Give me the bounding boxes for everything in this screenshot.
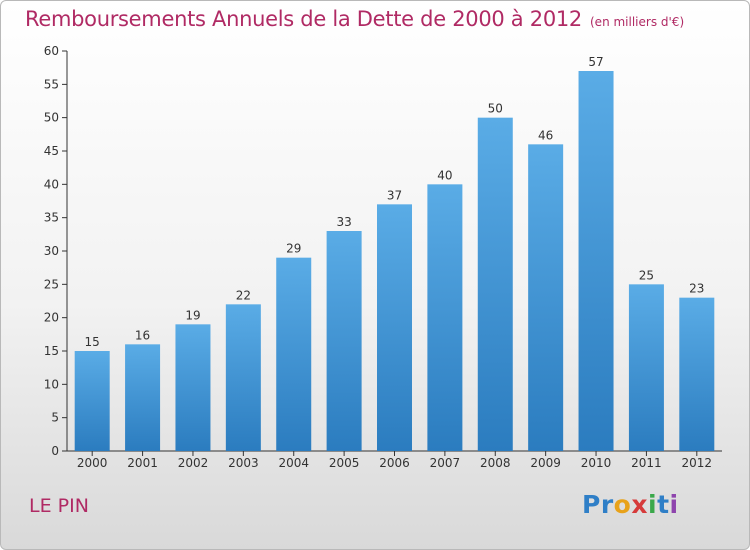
x-tick-label: 2000 (77, 456, 108, 470)
proxiti-logo: Proxiti (582, 490, 679, 519)
y-tick-label: 20 (44, 311, 59, 325)
x-tick-label: 2002 (178, 456, 209, 470)
bar (528, 144, 564, 452)
x-tick-label: 2006 (379, 456, 410, 470)
bar-value-label: 15 (85, 335, 100, 349)
logo-letter: i (648, 490, 658, 519)
logo-letter: t (657, 490, 670, 519)
bar-value-label: 23 (689, 282, 704, 296)
y-tick-label: 0 (51, 444, 59, 458)
bar (175, 324, 211, 451)
bar (377, 204, 412, 451)
chart-title: Remboursements Annuels de la Dette de 20… (25, 7, 684, 31)
y-tick-label: 25 (44, 277, 59, 291)
y-tick-label: 50 (44, 111, 59, 125)
bar-value-label: 29 (286, 242, 301, 256)
bar (628, 284, 664, 451)
logo-letter: P (582, 490, 601, 519)
y-tick-label: 35 (44, 211, 59, 225)
bar (125, 344, 161, 451)
x-tick-label: 2008 (480, 456, 511, 470)
bar (74, 351, 110, 451)
bar-value-label: 19 (185, 308, 200, 322)
bar-value-label: 46 (538, 128, 553, 142)
chart-title-unit: (en milliers d'€) (590, 15, 685, 29)
logo-letter: i (669, 490, 679, 519)
bar-value-label: 37 (387, 188, 402, 202)
y-tick-label: 5 (51, 411, 59, 425)
bar (578, 71, 614, 451)
chart-axes: 0 5 10 15 20 25 30 35 40 45 50 55 60 2000 2001 2002 2003… (44, 44, 722, 470)
bar-value-label: 16 (135, 328, 150, 342)
x-tick-label: 2003 (228, 456, 259, 470)
x-tick-label: 2005 (329, 456, 360, 470)
logo-letter: x (631, 490, 648, 519)
chart-bars: 15 16 19 22 29 33 37 40 50 46 57 25 23 (74, 55, 715, 452)
x-tick-label: 2009 (530, 456, 561, 470)
x-tick-label: 2004 (278, 456, 309, 470)
y-tick-label: 40 (44, 177, 59, 191)
y-tick-label: 55 (44, 77, 59, 91)
bar-value-label: 25 (639, 268, 654, 282)
bar (225, 304, 261, 451)
y-tick-label: 30 (44, 244, 59, 258)
logo-letter: o (613, 490, 632, 519)
y-tick-label: 10 (44, 377, 59, 391)
y-tick-label: 45 (44, 144, 59, 158)
x-tick-label: 2011 (631, 456, 662, 470)
chart-title-main: Remboursements Annuels de la Dette de 20… (25, 7, 582, 31)
x-tick-label: 2007 (430, 456, 461, 470)
commune-name: LE PIN (29, 495, 89, 517)
bar-value-label: 50 (488, 102, 503, 116)
y-tick-label: 15 (44, 344, 59, 358)
bar (427, 184, 463, 452)
bar (477, 117, 513, 452)
bar-value-label: 40 (437, 168, 452, 182)
bar-value-label: 22 (236, 288, 251, 302)
x-tick-label: 2010 (581, 456, 612, 470)
logo-letter: r (600, 490, 614, 519)
x-tick-label: 2012 (682, 456, 713, 470)
bar (679, 297, 715, 451)
bar-value-label: 57 (588, 55, 603, 69)
x-tick-label: 2001 (127, 456, 158, 470)
bar-value-label: 33 (336, 215, 351, 229)
y-tick-label: 60 (44, 44, 59, 58)
bar (276, 257, 312, 451)
bar (326, 231, 362, 451)
